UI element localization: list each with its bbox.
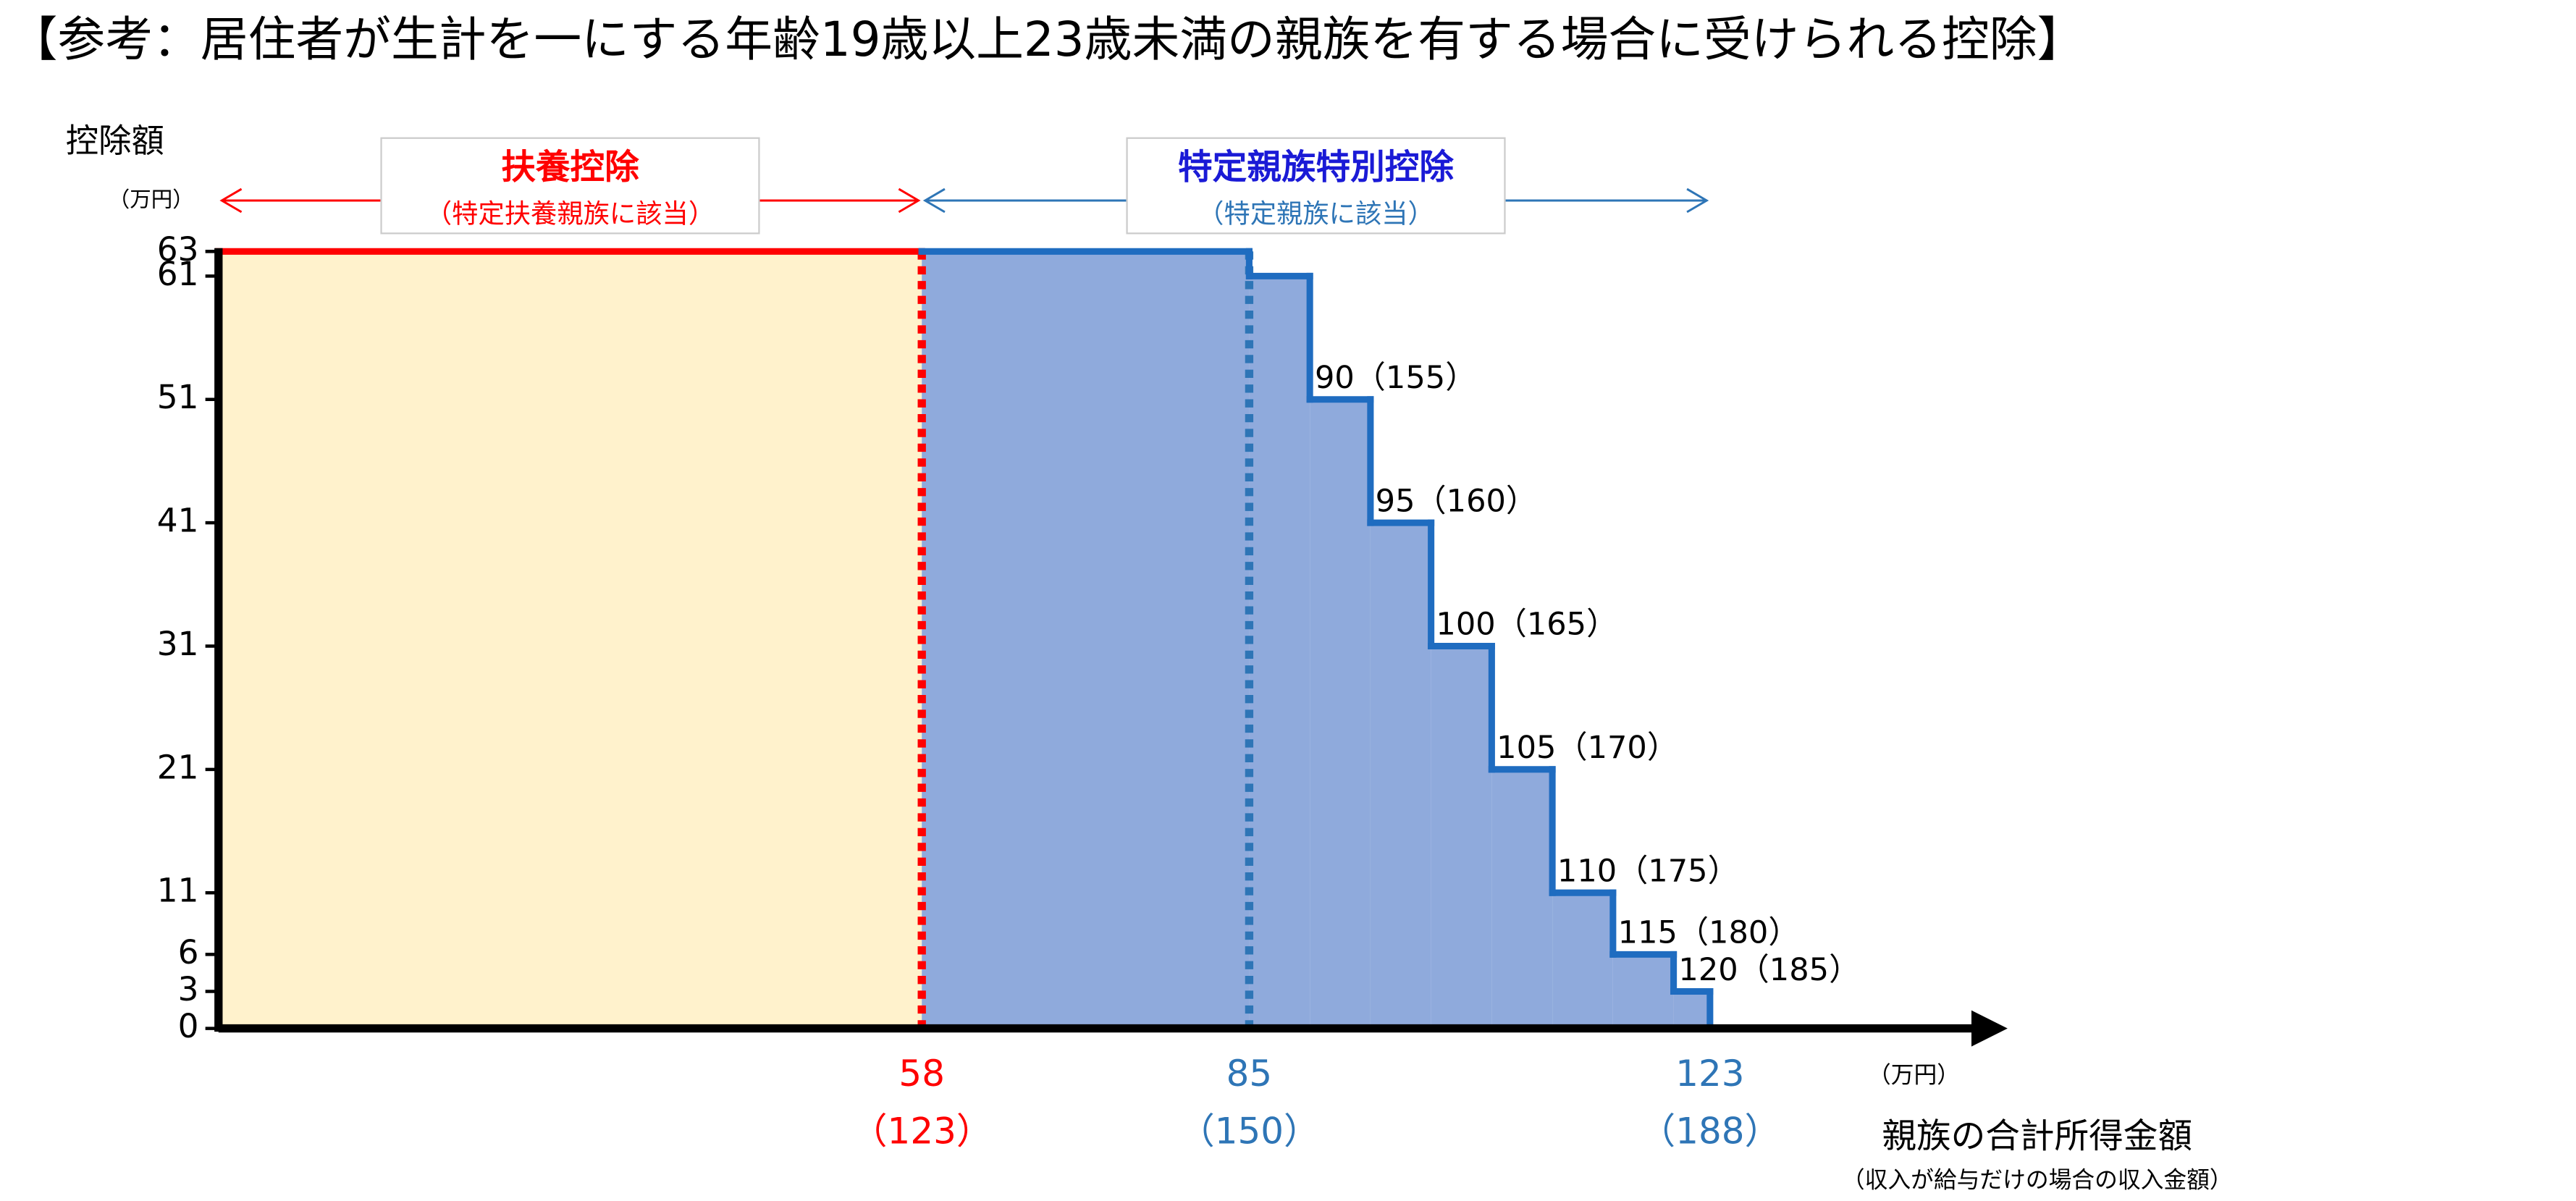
step-label: 105（170） [1497,730,1678,766]
y-axis-unit: （万円） [109,187,194,211]
region-sub: （特定扶養親族に該当） [426,198,715,229]
region-name: 特定親族特別控除 [1178,148,1454,187]
step-area [1491,769,1553,1029]
x-tick-label: 85 [1226,1053,1273,1095]
step-label: 100（165） [1436,607,1617,643]
y-tick-label: 21 [157,748,199,786]
step-area [218,251,922,1029]
x-tick-sublabel: （150） [1179,1110,1320,1152]
x-tick-sublabel: （123） [851,1110,993,1152]
step-label: 95（160） [1376,483,1537,519]
arrow-head [898,187,921,214]
region-box [380,137,760,235]
y-tick-label: 6 [178,933,199,972]
region-box [1126,137,1506,235]
y-tick-label: 31 [157,625,199,663]
y-tick-label: 63 [157,230,199,269]
x-tick-label: 58 [898,1053,945,1095]
step-area [1673,991,1710,1029]
x-axis-arrow [1971,1010,2008,1047]
y-tick-label: 61 [157,255,199,293]
step-area [1552,893,1613,1029]
step-area [1249,276,1310,1029]
y-tick-label: 41 [157,502,199,540]
step-area [922,251,1250,1029]
step-label: 115（180） [1618,915,1800,951]
step-label: 110（175） [1557,853,1739,889]
step-area [1370,523,1431,1029]
x-axis-label: 親族の合計所得金額 [1882,1117,2192,1157]
y-tick-label: 0 [178,1007,199,1045]
region-name: 扶養控除 [501,148,639,187]
step-area [1310,399,1371,1029]
y-tick-label: 51 [157,378,199,416]
x-axis-sublabel: （収入が給与だけの場合の収入金額） [1842,1168,2233,1194]
step-area [1612,954,1674,1029]
step-area [1431,646,1492,1029]
y-tick-label: 11 [157,872,199,910]
arrow-head [922,187,946,214]
arrow-head [219,187,243,214]
arrow-head [1686,187,1709,214]
chart-title: 【参考：居住者が生計を一にする年齢19歳以上23歳未満の親族を有する場合に受けら… [10,12,2085,67]
step-label: 120（185） [1678,952,1860,988]
region-sub: （特定親族に該当） [1197,198,1434,229]
y-axis-label: 控除額 [66,122,164,160]
x-tick-sublabel: （188） [1639,1110,1780,1152]
x-tick-label: 123 [1675,1053,1744,1095]
x-axis-unit: （万円） [1868,1062,1960,1088]
step-label: 90（155） [1315,360,1476,396]
y-tick-label: 3 [178,970,199,1008]
